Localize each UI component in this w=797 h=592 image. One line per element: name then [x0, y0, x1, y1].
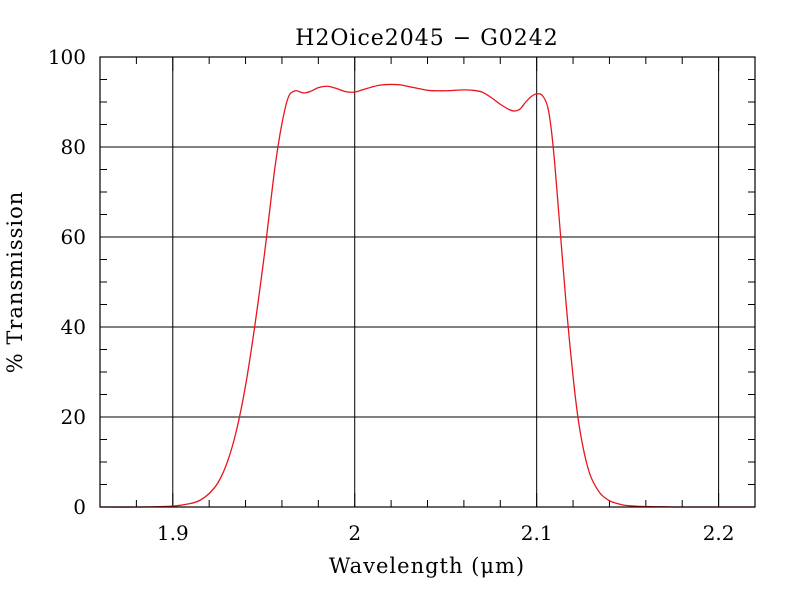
- plot-frame: [99, 56, 756, 508]
- grid-layer: [100, 57, 755, 507]
- transmission-curve: [99, 83, 756, 508]
- y-axis-label: % Transmission: [3, 191, 27, 374]
- x-tick-label: 2.1: [521, 521, 553, 545]
- x-tick-label: 2.2: [703, 521, 735, 545]
- y-tick-label: 80: [61, 135, 86, 159]
- tick-labels: 1.9 2 2.1 2.2 0 20 40 60 80 100: [48, 45, 735, 545]
- y-tick-label: 100: [48, 45, 86, 69]
- y-tick-label: 40: [61, 315, 86, 339]
- y-tick-label: 60: [61, 225, 86, 249]
- x-axis-label: Wavelength (μm): [329, 554, 525, 578]
- y-tick-label: 0: [73, 495, 86, 519]
- x-tick-label: 1.9: [157, 521, 189, 545]
- tick-marks: [99, 56, 756, 508]
- y-tick-label: 20: [61, 405, 86, 429]
- chart-title: H2Oice2045 − G0242: [295, 26, 559, 51]
- x-tick-label: 2: [348, 521, 361, 545]
